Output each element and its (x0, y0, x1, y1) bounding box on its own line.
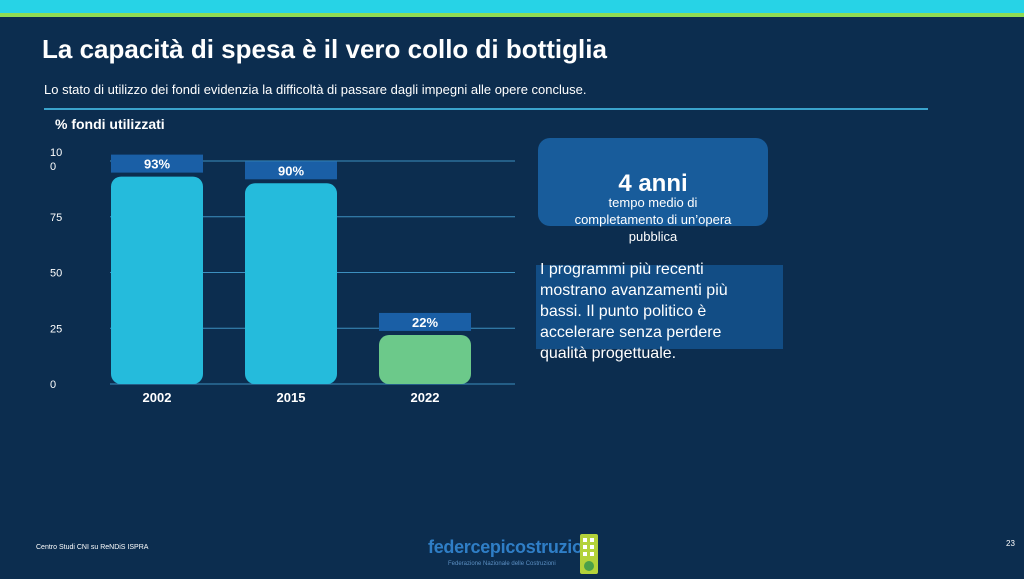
kpi-description: tempo medio di completamento di un’opera… (574, 195, 732, 244)
y-tick-label: 25 (50, 323, 62, 335)
logo-wordmark: federcepicostruzioni (428, 537, 599, 557)
x-tick-label: 2015 (277, 390, 306, 405)
slide-title: La capacità di spesa è il vero collo di … (42, 34, 607, 64)
federcepicostruzioni-logo: federcepicostruzioni Federazione Naziona… (428, 534, 608, 576)
y-tick-label: 10 0 (50, 147, 62, 173)
data-label-box (379, 312, 471, 331)
data-label: 22% (412, 315, 438, 330)
data-label: 90% (278, 163, 304, 178)
title-divider (44, 108, 928, 110)
y-tick-label: 75 (50, 212, 62, 224)
bar (111, 176, 203, 384)
kpi-value: 4 anni (618, 170, 688, 197)
data-label-box (245, 161, 337, 180)
slide-subtitle: Lo stato di utilizzo dei fondi evidenzia… (44, 82, 587, 97)
page-number: 23 (1006, 539, 1015, 548)
logo-subtitle: Federazione Nazionale delle Costruzioni (448, 561, 556, 567)
top-accent-bar (0, 0, 1024, 17)
y-tick-label: 50 (50, 268, 62, 280)
data-label: 93% (144, 157, 170, 172)
chart-caption: % fondi utilizzati (55, 116, 165, 132)
bar-chart: 0 25 50 75 10 0 93% 2002 90% 2015 22% 2022 (50, 147, 515, 405)
note-text: I programmi più recenti mostrano avanzam… (540, 261, 728, 362)
footer-source: Centro Studi CNI su ReNDiS ISPRA (36, 544, 149, 551)
note-box (536, 265, 783, 349)
y-tick-label: 0 (50, 379, 56, 391)
x-tick-label: 2002 (143, 390, 172, 405)
bar (379, 334, 471, 384)
data-label-box (111, 154, 203, 173)
x-tick-label: 2022 (411, 390, 440, 405)
kpi-box (538, 138, 768, 226)
bar (245, 183, 337, 384)
logo-badge-icon (580, 534, 598, 574)
